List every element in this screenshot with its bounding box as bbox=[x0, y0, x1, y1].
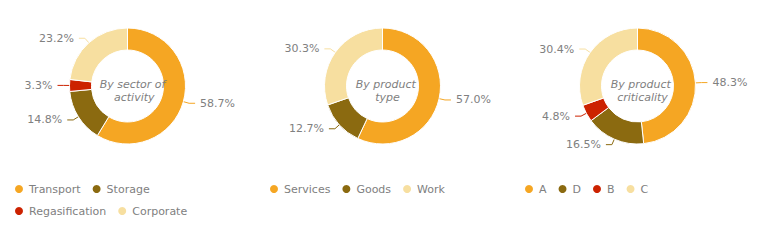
svg-text:C: C bbox=[641, 183, 649, 196]
svg-text:4.8%: 4.8% bbox=[542, 110, 570, 123]
svg-text:58.7%: 58.7% bbox=[200, 97, 235, 110]
svg-text:By sector of: By sector of bbox=[100, 78, 168, 91]
svg-text:30.4%: 30.4% bbox=[539, 43, 574, 56]
svg-text:Transport: Transport bbox=[28, 183, 81, 196]
svg-text:A: A bbox=[539, 183, 547, 196]
svg-text:Services: Services bbox=[284, 183, 331, 196]
svg-text:Storage: Storage bbox=[107, 183, 150, 196]
svg-text:3.3%: 3.3% bbox=[25, 79, 53, 92]
svg-text:14.8%: 14.8% bbox=[27, 113, 62, 126]
svg-text:23.2%: 23.2% bbox=[39, 32, 74, 45]
svg-text:Regasification: Regasification bbox=[29, 205, 106, 218]
svg-text:By product: By product bbox=[611, 78, 675, 91]
svg-text:Work: Work bbox=[417, 183, 445, 196]
svg-text:16.5%: 16.5% bbox=[566, 138, 601, 151]
svg-text:30.3%: 30.3% bbox=[284, 42, 319, 55]
svg-text:B: B bbox=[607, 183, 615, 196]
svg-text:criticality: criticality bbox=[617, 91, 668, 104]
svg-text:type: type bbox=[375, 91, 400, 104]
svg-text:Goods: Goods bbox=[356, 183, 391, 196]
svg-text:12.7%: 12.7% bbox=[289, 122, 324, 135]
svg-text:activity: activity bbox=[110, 91, 155, 104]
svg-text:57.0%: 57.0% bbox=[456, 93, 491, 106]
svg-text:D: D bbox=[573, 183, 581, 196]
svg-text:By product: By product bbox=[356, 78, 420, 91]
svg-text:Corporate: Corporate bbox=[132, 205, 187, 218]
svg-text:48.3%: 48.3% bbox=[712, 76, 747, 89]
